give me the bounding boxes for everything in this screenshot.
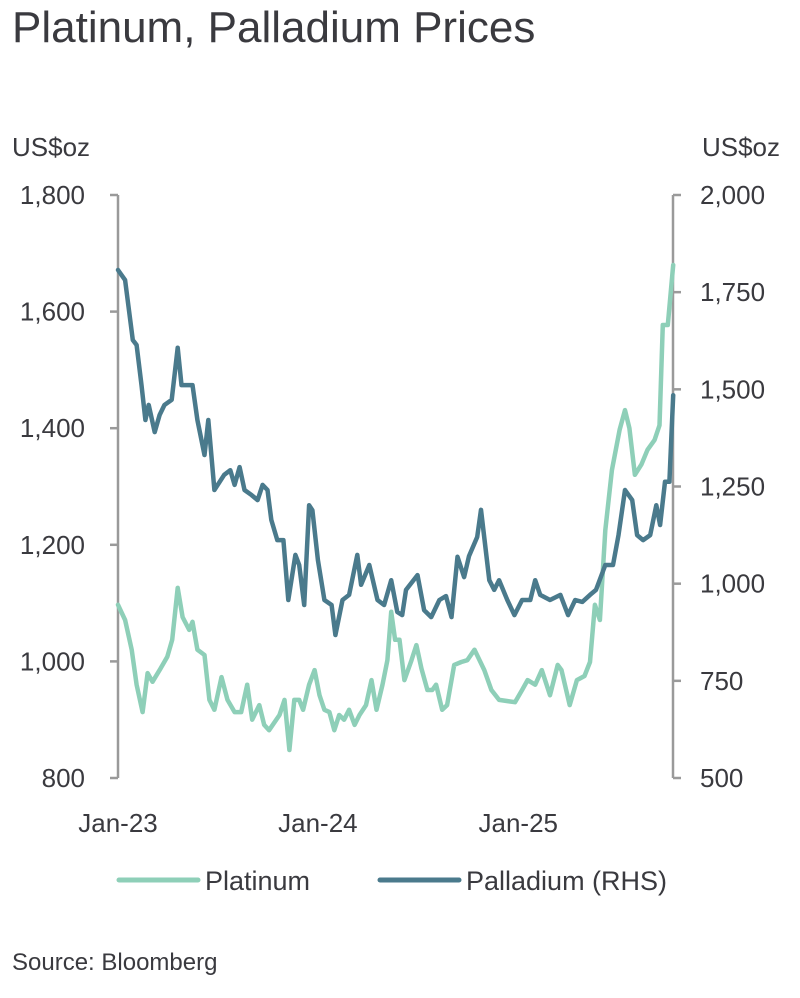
right-tick-label: 1,000 (700, 569, 765, 599)
right-tick-label: 1,750 (700, 277, 765, 307)
left-tick-label: 1,800 (20, 180, 85, 210)
source-note: Source: Bloomberg (12, 949, 217, 976)
legend: Platinum Palladium (RHS) (116, 866, 667, 896)
axes: 800 1,000 1,200 1,400 1,600 1,800 500 750 1,000 1… (20, 180, 765, 838)
left-tick-label: 1,600 (20, 297, 85, 327)
series-lines (115, 262, 676, 753)
chart-title: Platinum, Palladium Prices (12, 3, 535, 52)
left-tick-label: 1,400 (20, 413, 85, 443)
x-tick-label: Jan-24 (278, 808, 358, 838)
legend-label-palladium: Palladium (RHS) (466, 866, 667, 896)
left-tick-label: 1,200 (20, 530, 85, 560)
right-tick-label: 2,000 (700, 180, 765, 210)
right-tick-label: 500 (700, 763, 743, 793)
x-tick-label: Jan-25 (479, 808, 559, 838)
left-tick-label: 800 (42, 763, 85, 793)
x-tick-label: Jan-23 (78, 808, 158, 838)
right-tick-label: 1,500 (700, 374, 765, 404)
series-line-palladium (115, 267, 676, 638)
series-line-platinum (115, 262, 676, 753)
left-axis-unit-label: US$oz (12, 132, 90, 162)
right-tick-label: 750 (700, 666, 743, 696)
right-axis-unit-label: US$oz (702, 132, 780, 162)
left-tick-label: 1,000 (20, 646, 85, 676)
legend-label-platinum: Platinum (205, 866, 310, 896)
right-tick-label: 1,250 (700, 472, 765, 502)
